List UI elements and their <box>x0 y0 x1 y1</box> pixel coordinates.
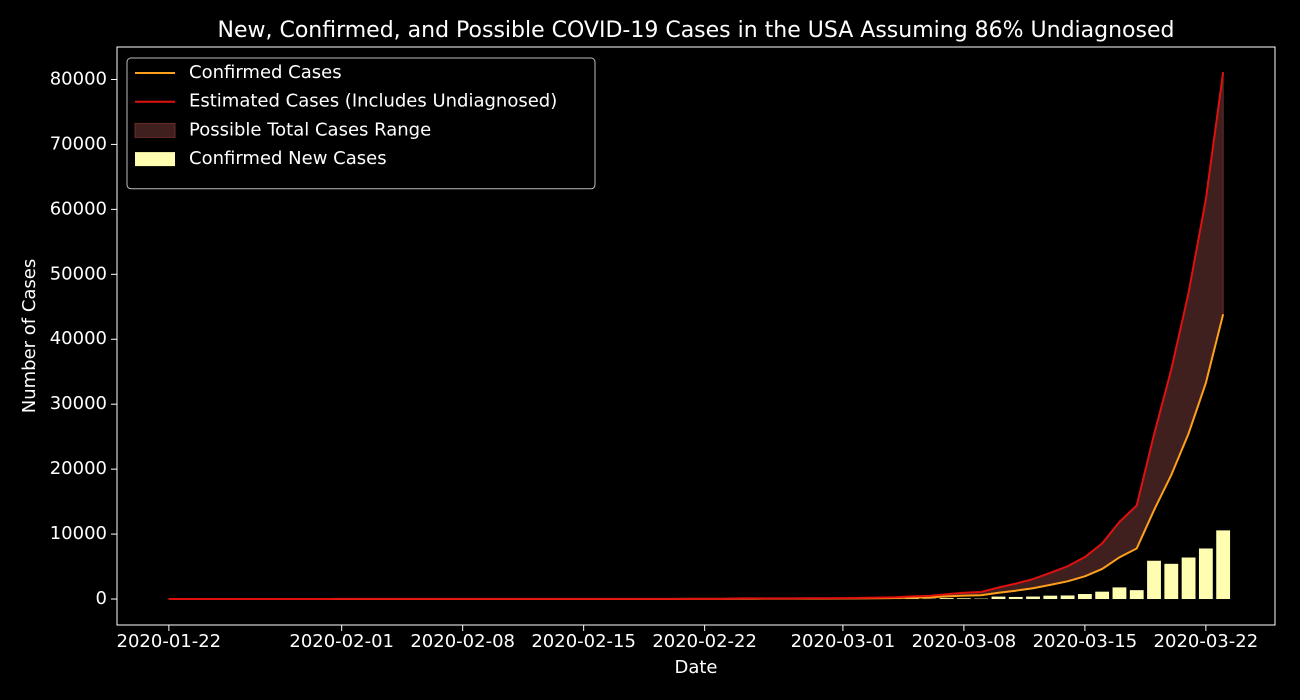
bar <box>991 596 1006 600</box>
y-tick-label: 10000 <box>50 523 107 544</box>
y-tick-label: 70000 <box>50 133 107 154</box>
x-tick-label: 2020-03-22 <box>1154 631 1259 652</box>
x-tick-label: 2020-02-08 <box>410 631 515 652</box>
y-tick-label: 80000 <box>50 68 107 89</box>
y-tick-label: 0 <box>96 588 107 609</box>
line <box>168 72 1225 601</box>
bar <box>1077 594 1092 600</box>
bar <box>1147 560 1161 600</box>
bar <box>1164 563 1179 600</box>
legend-label: Estimated Cases (Includes Undiagnosed) <box>189 91 557 112</box>
x-tick-label: 2020-01-22 <box>117 631 222 652</box>
plot-frame <box>116 46 1276 626</box>
bar <box>956 598 971 600</box>
legend-box <box>126 57 596 190</box>
legend-swatch <box>134 122 176 138</box>
x-tick-label: 2020-02-15 <box>531 631 636 652</box>
y-tick-label: 30000 <box>50 393 107 414</box>
bar <box>939 598 954 600</box>
x-tick-label: 2020-03-08 <box>912 631 1017 652</box>
bar <box>1060 595 1075 600</box>
x-tick-label: 2020-02-22 <box>652 631 757 652</box>
x-tick-label: 2020-03-15 <box>1033 631 1138 652</box>
bar <box>1129 590 1144 600</box>
bar <box>1095 591 1110 600</box>
x-tick-label: 2020-02-01 <box>289 631 394 652</box>
chart-title: New, Confirmed, and Possible COVID-19 Ca… <box>218 18 1175 43</box>
legend-swatch <box>135 152 175 167</box>
legend-label: Possible Total Cases Range <box>189 119 431 140</box>
bar <box>1043 595 1058 600</box>
legend-label: Confirmed New Cases <box>189 148 387 169</box>
y-tick-label: 60000 <box>50 198 107 219</box>
y-tick-label: 40000 <box>50 328 107 349</box>
legend-label: Confirmed Cases <box>189 62 342 83</box>
y-axis-label: Number of Cases <box>19 259 40 414</box>
bar <box>1112 587 1127 600</box>
bar <box>1026 596 1040 600</box>
x-axis-label: Date <box>674 657 717 678</box>
bar <box>1198 548 1213 600</box>
legend: Confirmed Cases Estimated Cases (Includes… <box>126 57 596 190</box>
y-tick-label: 50000 <box>50 263 107 284</box>
x-tick-label: 2020-03-01 <box>791 631 896 652</box>
y-tick-label: 20000 <box>50 458 107 479</box>
bar <box>1008 596 1023 600</box>
bar <box>1216 530 1231 600</box>
bar <box>1181 557 1196 600</box>
